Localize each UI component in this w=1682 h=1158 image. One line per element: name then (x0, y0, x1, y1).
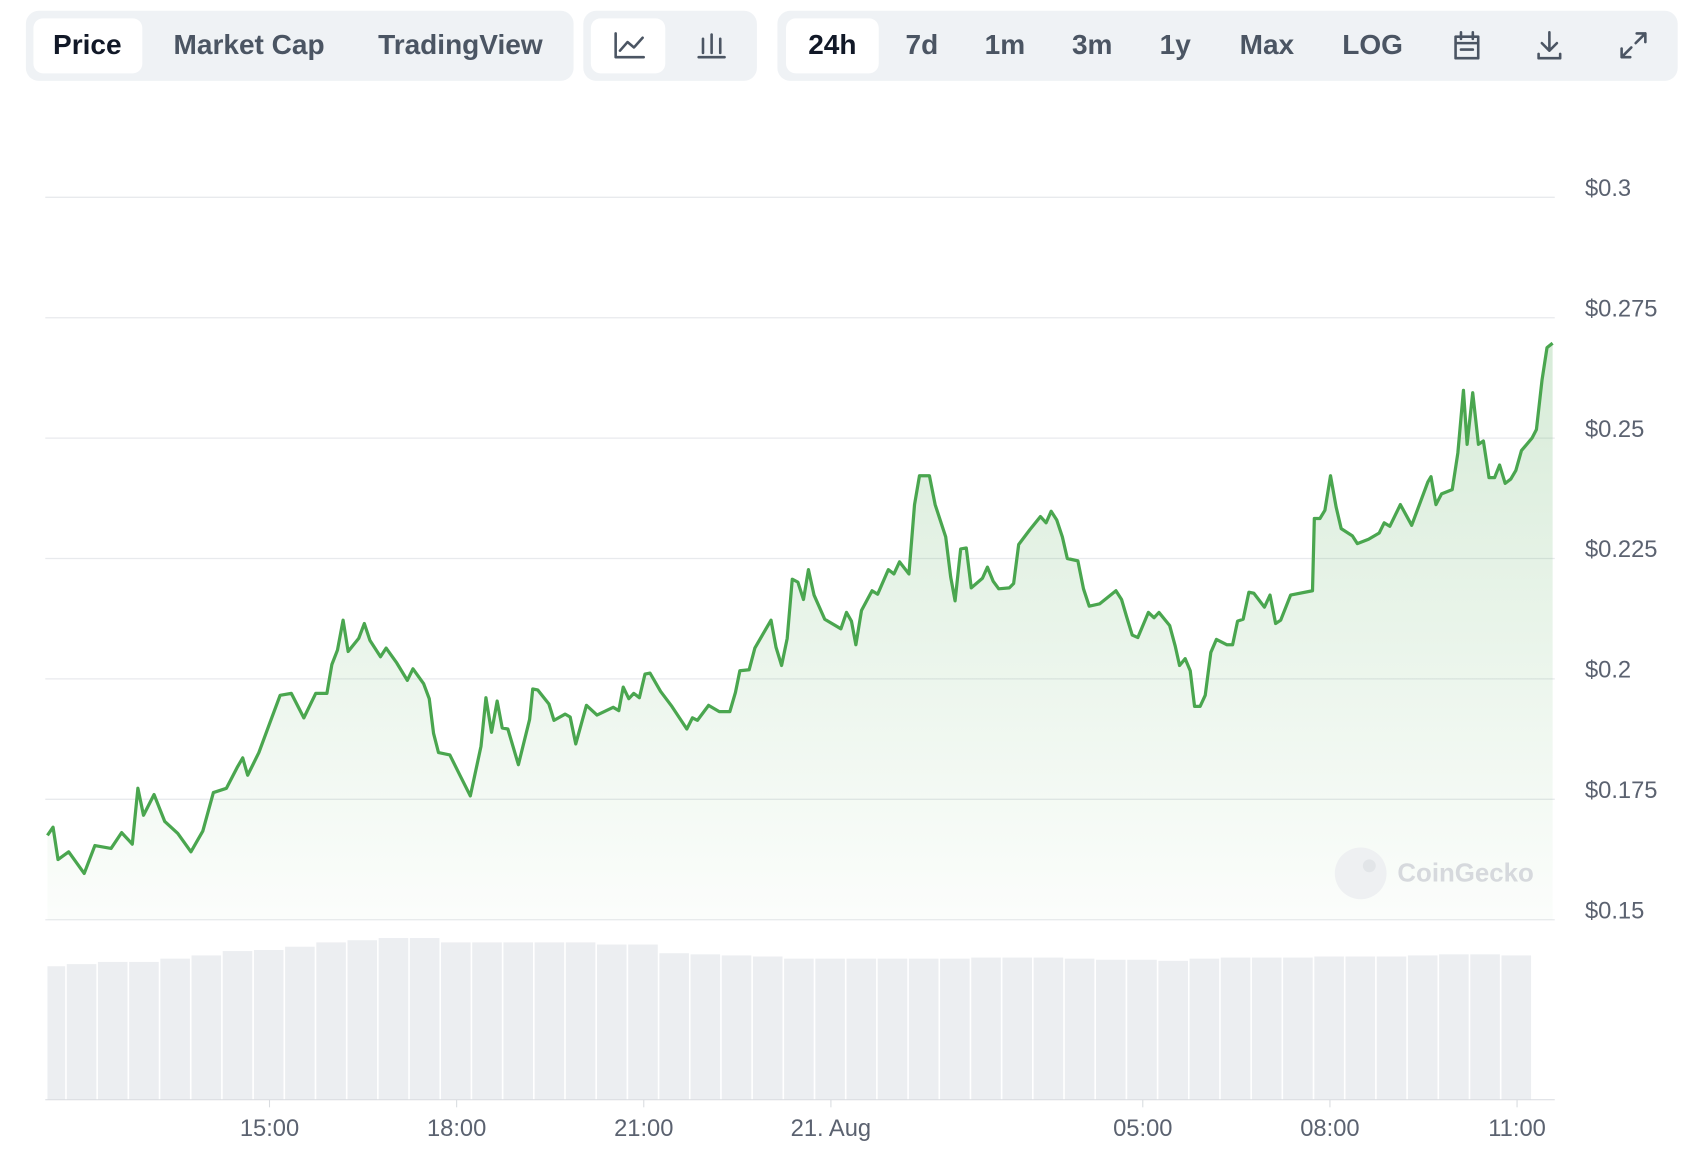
volume-bar (1283, 957, 1313, 1100)
volume-bar (565, 942, 596, 1100)
volume-bar (752, 956, 783, 1100)
x-tick-label: 15:00 (240, 1116, 299, 1142)
volume-bar (503, 942, 533, 1100)
view-tabs (25, 10, 574, 81)
volume-bar (815, 958, 845, 1100)
volume-bar (347, 940, 378, 1100)
volume-bar (1033, 957, 1064, 1100)
tab-selected (590, 18, 666, 74)
volume-bar (129, 961, 159, 1100)
x-tick-label: 08:00 (1300, 1116, 1359, 1142)
y-tick-label: $0.275 (1585, 296, 1658, 322)
range[interactable]: Max (1240, 29, 1295, 60)
y-tick-label: $0.15 (1585, 898, 1644, 924)
volume-bar (908, 958, 939, 1100)
x-tick-label: 11:00 (1488, 1116, 1546, 1142)
volume-bar (1501, 955, 1532, 1100)
volume-bar (97, 961, 128, 1100)
watermark: CoinGecko (1397, 859, 1534, 887)
volume-bar (253, 949, 284, 1100)
y-tick-label: $0.3 (1585, 176, 1631, 202)
volume-bar (409, 938, 440, 1100)
volume-bar (1220, 957, 1251, 1100)
volume-bar (316, 942, 346, 1100)
volume-bar (1470, 954, 1500, 1100)
volume-bar (441, 942, 471, 1100)
volume-bar (1002, 957, 1033, 1100)
volume-bar (784, 958, 814, 1100)
volume-bar (66, 964, 97, 1100)
line-chart-icon[interactable] (614, 32, 645, 59)
range[interactable]: 24h (808, 29, 856, 60)
volume-bar (191, 955, 222, 1100)
download-icon[interactable] (1537, 31, 1562, 60)
x-tick-label: 21:00 (614, 1116, 673, 1142)
volume-bar (846, 958, 877, 1100)
tab[interactable]: TradingView (378, 29, 543, 60)
volume-bar (690, 954, 721, 1100)
y-tick-label: $0.225 (1585, 537, 1658, 563)
y-tick-label: $0.175 (1585, 778, 1658, 804)
watermark-logo-eye (1362, 859, 1376, 873)
volume-bar (628, 944, 658, 1100)
tab-selected (786, 18, 879, 74)
candle-chart-icon[interactable] (697, 33, 726, 59)
range[interactable]: 1y (1160, 29, 1192, 60)
range[interactable]: 3m (1072, 29, 1112, 60)
volume-bar (940, 958, 970, 1100)
volume-bar (1251, 957, 1282, 1100)
tab[interactable]: Price (53, 29, 122, 60)
range[interactable]: 7d (906, 29, 939, 60)
watermark-logo (1334, 847, 1387, 900)
tab-selected (33, 18, 143, 74)
volume-bar (1127, 959, 1157, 1100)
volume-bar (877, 958, 908, 1100)
volume-bar (1407, 955, 1438, 1100)
volume-bar (1189, 958, 1220, 1100)
volume-bar (1439, 954, 1469, 1100)
tab[interactable]: Market Cap (174, 29, 325, 60)
volume-bar (1314, 956, 1344, 1100)
volume-bar (47, 966, 66, 1100)
volume-bar (721, 955, 752, 1100)
log-toggle[interactable]: LOG (1342, 29, 1403, 60)
volume-bar (1064, 958, 1095, 1100)
volume-bar (1158, 960, 1188, 1100)
volume-bar (222, 951, 253, 1100)
y-tick-label: $0.2 (1585, 658, 1631, 684)
volume-bar (971, 957, 1001, 1100)
volume-bar (1345, 956, 1376, 1100)
volume-bar (659, 953, 689, 1100)
x-tick-label: 18:00 (427, 1116, 486, 1142)
volume-bar (1376, 956, 1407, 1100)
price-line (46, 341, 1554, 876)
volume-bar (1096, 959, 1126, 1100)
x-tick-label: 21. Aug (791, 1116, 871, 1142)
y-tick-label: $0.25 (1585, 417, 1644, 443)
volume-bar (596, 944, 627, 1100)
plot-area: $0.15 $0.175 $0.2 $0.225 $0.25 $0.275 $0.3 15:0… (45, 176, 1658, 1142)
volume-bar (534, 942, 565, 1100)
volume-bar (160, 958, 190, 1100)
fullscreen-icon[interactable] (1620, 32, 1647, 59)
price-area (47, 343, 1553, 920)
calendar-icon[interactable] (1454, 31, 1480, 60)
range[interactable]: 1m (985, 29, 1026, 60)
volume-bar (285, 946, 315, 1100)
range-tabs (777, 10, 1678, 81)
volume-bar (378, 938, 409, 1100)
volume-bar (472, 942, 502, 1100)
x-tick-label: 05:00 (1113, 1116, 1172, 1142)
